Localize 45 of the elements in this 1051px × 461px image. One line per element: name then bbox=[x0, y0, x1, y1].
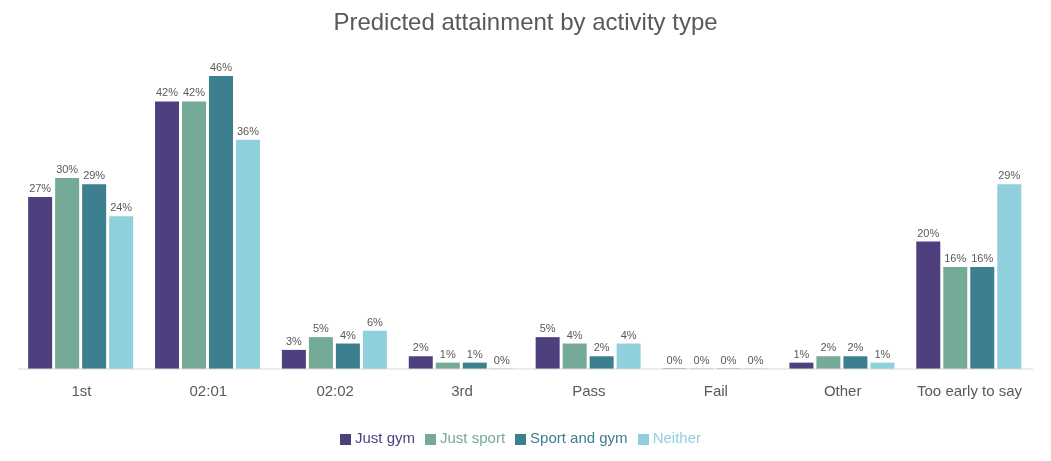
data-label: 0% bbox=[747, 353, 764, 366]
x-tick-label: Too early to say bbox=[917, 381, 1023, 399]
data-label: 29% bbox=[83, 169, 106, 182]
data-label: 2% bbox=[847, 341, 864, 354]
data-label: 30% bbox=[56, 162, 79, 175]
x-tick-label: 3rd bbox=[451, 381, 473, 399]
data-label: 2% bbox=[412, 341, 429, 354]
data-label: 0% bbox=[493, 353, 510, 366]
x-tick-label: Pass bbox=[572, 381, 606, 399]
x-tick-label: 02:01 bbox=[189, 381, 228, 399]
data-label: 4% bbox=[620, 328, 637, 341]
data-label: 20% bbox=[917, 226, 940, 239]
data-label: 42% bbox=[156, 86, 179, 99]
data-label: 0% bbox=[666, 353, 683, 366]
data-label: 0% bbox=[720, 353, 737, 366]
legend-label: Just gym bbox=[355, 429, 416, 446]
data-label: 6% bbox=[366, 315, 384, 328]
data-label: 36% bbox=[237, 124, 260, 137]
data-label: 5% bbox=[312, 322, 330, 335]
data-label: 2% bbox=[820, 341, 837, 354]
data-label: 46% bbox=[210, 61, 233, 73]
x-tick-label: 1st bbox=[71, 381, 93, 399]
data-label: 1% bbox=[466, 347, 483, 360]
legend-label: Just sport bbox=[440, 429, 506, 446]
data-label: 42% bbox=[183, 86, 206, 99]
x-tick-label: Fail bbox=[703, 381, 728, 399]
x-tick-label: 02:02 bbox=[316, 381, 354, 399]
data-label: 5% bbox=[539, 322, 556, 335]
chart-title: Predicted attainment by activity type bbox=[332, 8, 719, 36]
x-tick-label: Other bbox=[823, 381, 862, 399]
legend-label: Neither bbox=[652, 429, 701, 446]
data-label: 1% bbox=[439, 347, 456, 360]
data-label: 24% bbox=[110, 201, 133, 214]
data-label: 2% bbox=[593, 341, 610, 354]
data-label: 0% bbox=[693, 353, 710, 366]
data-label: 1% bbox=[874, 347, 891, 360]
data-label: 27% bbox=[29, 182, 52, 195]
data-label: 4% bbox=[339, 328, 357, 341]
data-label: 16% bbox=[944, 252, 967, 265]
legend-label: Sport and gym bbox=[530, 429, 628, 446]
data-label: 4% bbox=[566, 328, 583, 341]
data-label: 29% bbox=[998, 169, 1021, 182]
data-label: 3% bbox=[285, 334, 303, 347]
data-label: 1% bbox=[793, 347, 810, 360]
data-label: 16% bbox=[971, 252, 994, 265]
